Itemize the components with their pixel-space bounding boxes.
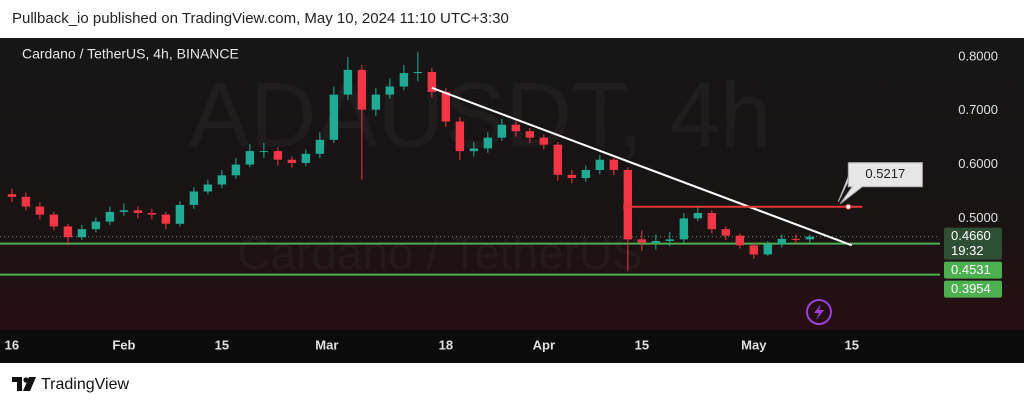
- candle-body: [63, 226, 73, 238]
- candle-body: [357, 69, 367, 110]
- candle-body: [721, 229, 731, 236]
- candle-body: [525, 131, 535, 138]
- candle-body: [133, 210, 143, 214]
- candle-body: [329, 94, 339, 140]
- candle-body: [763, 244, 773, 255]
- x-tick-label: May: [741, 337, 767, 352]
- lightning: [814, 304, 824, 320]
- x-tick-label: 15: [215, 337, 229, 352]
- x-tick-label: 16: [5, 337, 19, 352]
- price-tag-label: 0.3954: [951, 281, 991, 296]
- x-tick-label: 15: [635, 337, 649, 352]
- candle-body: [553, 144, 563, 175]
- candle-body: [679, 218, 689, 240]
- candle-body: [567, 174, 577, 179]
- publish-info: Pullback_io published on TradingView.com…: [12, 10, 509, 27]
- candle-body: [777, 238, 787, 245]
- candle-body: [581, 169, 591, 179]
- candle-body: [749, 245, 759, 255]
- x-tick-label: 18: [439, 337, 453, 352]
- candle-body: [637, 239, 647, 243]
- y-tick-label: 0.8000: [958, 48, 998, 63]
- candle-body: [497, 124, 507, 138]
- candle-body: [315, 139, 325, 154]
- price-tag-label: 0.4531: [951, 262, 991, 277]
- candle-body: [231, 164, 241, 176]
- price-tag: [944, 261, 1002, 279]
- candle-body: [259, 151, 269, 153]
- chart-bg: [0, 38, 1024, 363]
- brand: TradingView: [41, 376, 129, 393]
- y-tick-label: 0.6000: [958, 156, 998, 171]
- candle-body: [735, 235, 745, 246]
- candle-body: [609, 159, 619, 170]
- price-tag-label: 0.4660: [951, 228, 991, 243]
- candle-body: [427, 72, 437, 92]
- candle-body: [245, 151, 255, 165]
- candle-body: [273, 151, 283, 160]
- candle-body: [707, 213, 717, 230]
- candle-body: [343, 69, 353, 95]
- trendline: [431, 86, 853, 247]
- candle-body: [301, 153, 311, 163]
- candle-body: [217, 175, 227, 185]
- watermark: Cardano / TetherUS: [237, 227, 643, 279]
- candle-body: [805, 236, 815, 240]
- candle-body: [539, 137, 549, 145]
- x-tick-label: Feb: [112, 337, 135, 352]
- candle-body: [49, 214, 59, 227]
- candle-body: [595, 159, 605, 170]
- alert-icon[interactable]: [806, 299, 832, 325]
- candle-body: [385, 86, 395, 95]
- candle-body: [693, 213, 703, 219]
- x-tick-label: 15: [845, 337, 859, 352]
- candle-body: [511, 124, 521, 132]
- callout-box: [839, 162, 923, 205]
- y-tick-label: 0.7000: [958, 102, 998, 117]
- candle-body: [665, 239, 675, 241]
- candle-body: [147, 213, 157, 215]
- candle-body: [651, 240, 661, 243]
- chart-title: Cardano / TetherUS, 4h, BINANCE: [22, 46, 239, 62]
- candle-body: [119, 210, 129, 212]
- candle-body: [623, 169, 633, 240]
- price-tag: [944, 280, 1002, 298]
- candle-body: [189, 191, 199, 205]
- candle-body: [483, 137, 493, 149]
- candle-body: [455, 121, 465, 152]
- candle-body: [203, 184, 213, 192]
- watermark: ADAUSDT, 4h: [189, 64, 772, 166]
- candle-body: [175, 204, 185, 224]
- candle-body: [21, 196, 31, 207]
- callout-label: 0.5217: [865, 166, 905, 181]
- candle-body: [371, 94, 381, 110]
- y-tick-label: 0.5000: [958, 210, 998, 225]
- x-tick-label: Apr: [533, 337, 555, 352]
- candle-body: [469, 148, 479, 152]
- candle-body: [399, 73, 409, 87]
- candle-body: [161, 214, 171, 224]
- candle-body: [7, 194, 17, 197]
- anchor-dot: [845, 203, 852, 210]
- candle-body: [77, 229, 87, 238]
- candle-body: [105, 211, 115, 222]
- candle-body: [441, 91, 451, 122]
- tv-logo: [12, 377, 36, 391]
- candle-body: [287, 159, 297, 163]
- candle-body: [413, 72, 423, 74]
- candle-body: [35, 206, 45, 215]
- candle-body: [91, 221, 101, 230]
- price-tag: [944, 227, 1002, 260]
- x-axis-bg: [0, 330, 1024, 363]
- countdown: 19:32: [951, 243, 984, 258]
- x-tick-label: Mar: [315, 337, 338, 352]
- candle-body: [791, 238, 801, 240]
